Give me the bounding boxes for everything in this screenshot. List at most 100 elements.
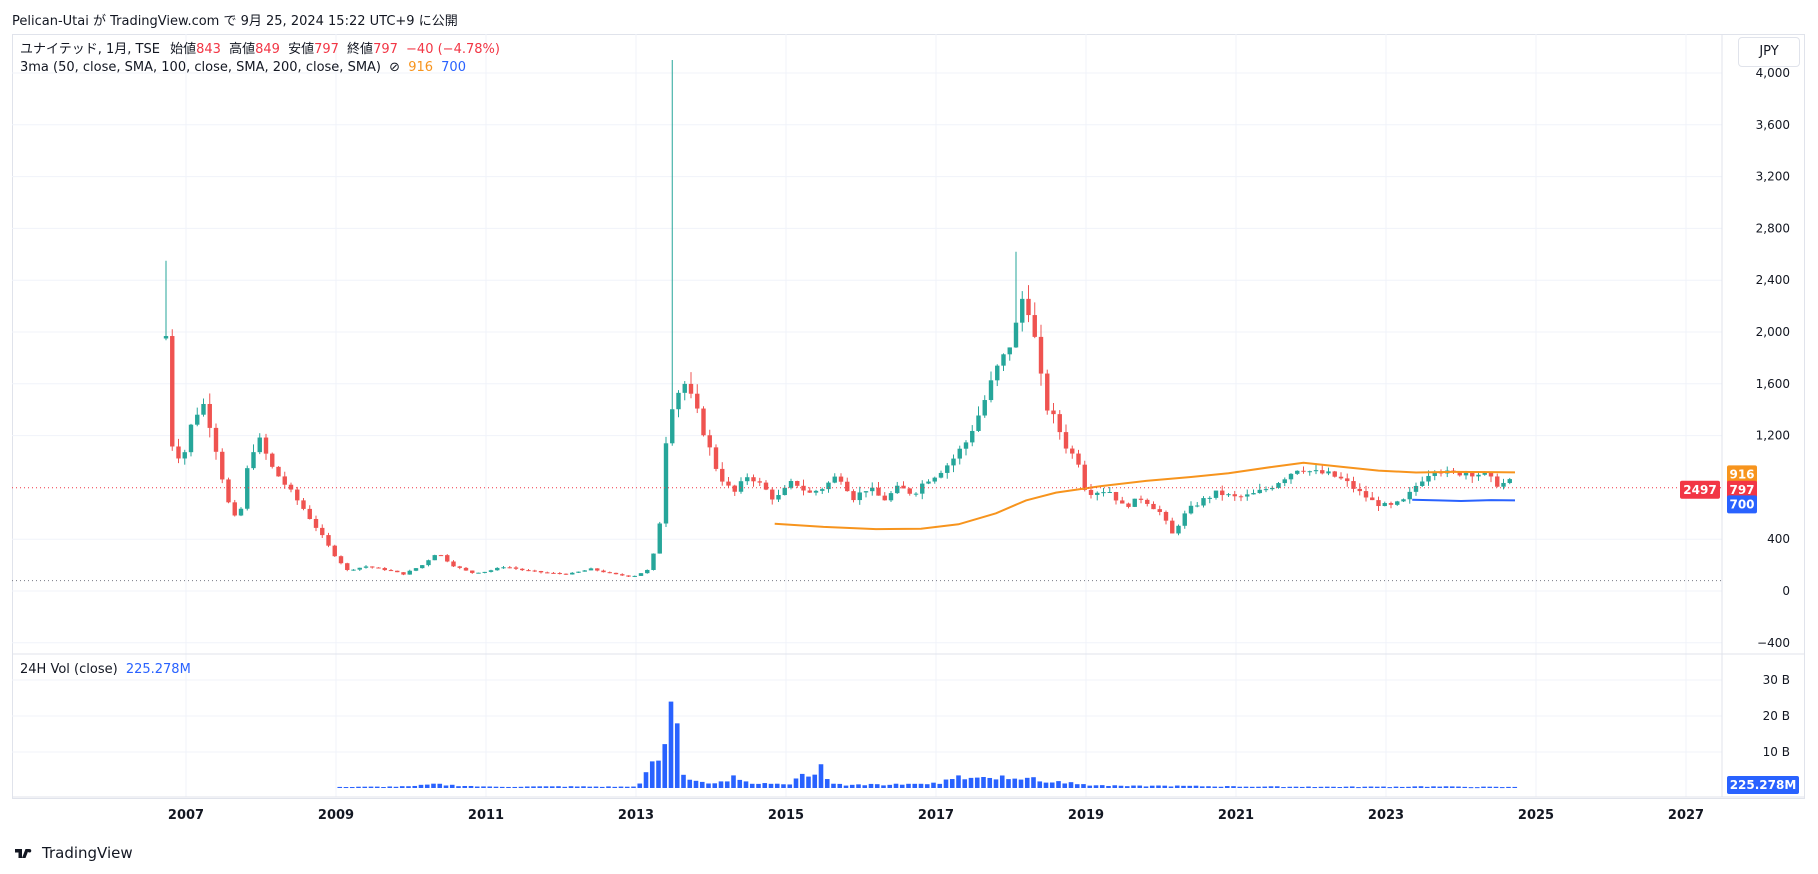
volume-bar: [556, 786, 561, 788]
candle-body: [1395, 501, 1400, 505]
volume-bar: [399, 786, 405, 788]
candle-body: [838, 476, 844, 482]
volume-bar: [1106, 785, 1111, 788]
time-tick-label[interactable]: 2011: [468, 808, 504, 823]
volume-bar: [712, 783, 718, 788]
close-value: 797: [373, 42, 398, 57]
ma50-line: [774, 461, 1516, 531]
time-tick-label[interactable]: 2007: [168, 808, 204, 823]
candle-body: [795, 481, 800, 486]
ma-settings-text[interactable]: 3ma (50, close, SMA, 100, close, SMA, 20…: [20, 60, 381, 75]
volume-bar: [1012, 778, 1018, 788]
candle-body: [626, 575, 631, 577]
volume-bar: [406, 786, 411, 788]
candle-body: [1145, 499, 1150, 504]
candle-body: [1076, 453, 1081, 465]
candle-body: [1507, 479, 1512, 483]
volume-bar: [1187, 785, 1193, 788]
time-tick-label[interactable]: 2015: [768, 808, 804, 823]
candle-body: [451, 561, 456, 567]
candle-body: [238, 508, 244, 516]
candle-body: [976, 415, 981, 431]
candle-body: [245, 468, 250, 509]
volume-bar: [893, 783, 899, 788]
volume-bar: [1243, 786, 1249, 788]
volume-bar: [506, 786, 511, 788]
volume-bar: [1262, 786, 1268, 788]
candle-body: [1457, 471, 1462, 476]
volume-bar: [1293, 786, 1299, 788]
volume-bar: [674, 723, 680, 788]
volume-bar: [1062, 783, 1068, 788]
candle-body: [1182, 513, 1187, 526]
time-tick-label[interactable]: 2027: [1668, 808, 1704, 823]
volume-bar: [1381, 786, 1386, 788]
volume-bar: [543, 786, 549, 788]
time-tick-label[interactable]: 2019: [1068, 808, 1104, 823]
volume-bar: [1431, 786, 1436, 788]
candle-body: [1063, 432, 1069, 449]
candle-body: [813, 490, 819, 493]
time-tick-label[interactable]: 2021: [1218, 808, 1254, 823]
candle-body: [1226, 494, 1231, 496]
volume-bar: [1031, 777, 1036, 788]
volume-bar: [1074, 784, 1080, 788]
candle-body: [913, 493, 919, 495]
candle-body: [1470, 472, 1475, 477]
volume-bar: [1512, 786, 1518, 788]
candle-body: [857, 492, 862, 501]
ma50-value: 916: [408, 60, 434, 75]
candle-body: [1388, 503, 1394, 505]
candle-body: [826, 482, 831, 490]
candle-body: [751, 477, 756, 482]
volume-bar: [974, 777, 980, 788]
candle-body: [1045, 373, 1050, 411]
volume-bar: [481, 786, 486, 788]
candle-body: [957, 448, 962, 459]
price-tick-label: 2,800: [1756, 221, 1790, 235]
volume-bar: [1249, 786, 1255, 788]
volume-bar: [1043, 782, 1049, 788]
candle-body: [738, 481, 744, 492]
volume-bar: [1418, 786, 1424, 788]
candle-body: [720, 468, 725, 482]
candle-body: [1138, 498, 1144, 500]
candle-body: [995, 365, 1000, 381]
price-tick-label: 4,000: [1756, 66, 1790, 80]
candle-body: [1070, 448, 1075, 454]
candle-body: [951, 458, 956, 466]
candle-body: [570, 572, 575, 575]
candle-body: [970, 430, 975, 443]
time-tick-label[interactable]: 2025: [1518, 808, 1554, 823]
change-text: −40 (−4.78%): [406, 42, 500, 57]
time-tick-label[interactable]: 2017: [918, 808, 954, 823]
candle-body: [1370, 497, 1375, 501]
volume-bar: [493, 786, 499, 788]
volume-bar: [812, 774, 818, 788]
volume-bar: [706, 783, 711, 788]
symbol-text[interactable]: ユナイテッド, 1月, TSE: [20, 42, 160, 57]
candle-body: [426, 560, 431, 566]
candle-body: [1113, 492, 1119, 501]
volume-label[interactable]: 24H Vol (close): [20, 662, 118, 677]
high-value: 849: [255, 42, 280, 57]
candle-body: [476, 572, 481, 574]
volume-bar: [1006, 779, 1011, 788]
visibility-off-icon[interactable]: ⊘: [389, 60, 401, 75]
candle-body: [1213, 490, 1219, 498]
time-tick-label[interactable]: 2023: [1368, 808, 1404, 823]
candle-body: [207, 403, 212, 428]
open-label: 始値: [170, 42, 197, 57]
candle-body: [307, 508, 312, 519]
volume-bar: [1443, 786, 1449, 788]
volume-bar: [1374, 786, 1380, 788]
volume-bar: [1093, 785, 1099, 788]
volume-bar: [724, 781, 730, 788]
time-tick-label[interactable]: 2009: [318, 808, 354, 823]
open-value: 843: [196, 42, 221, 57]
volume-bar: [637, 783, 643, 788]
currency-button[interactable]: JPY: [1738, 37, 1800, 67]
time-tick-label[interactable]: 2013: [618, 808, 654, 823]
candle-body: [1363, 491, 1369, 498]
